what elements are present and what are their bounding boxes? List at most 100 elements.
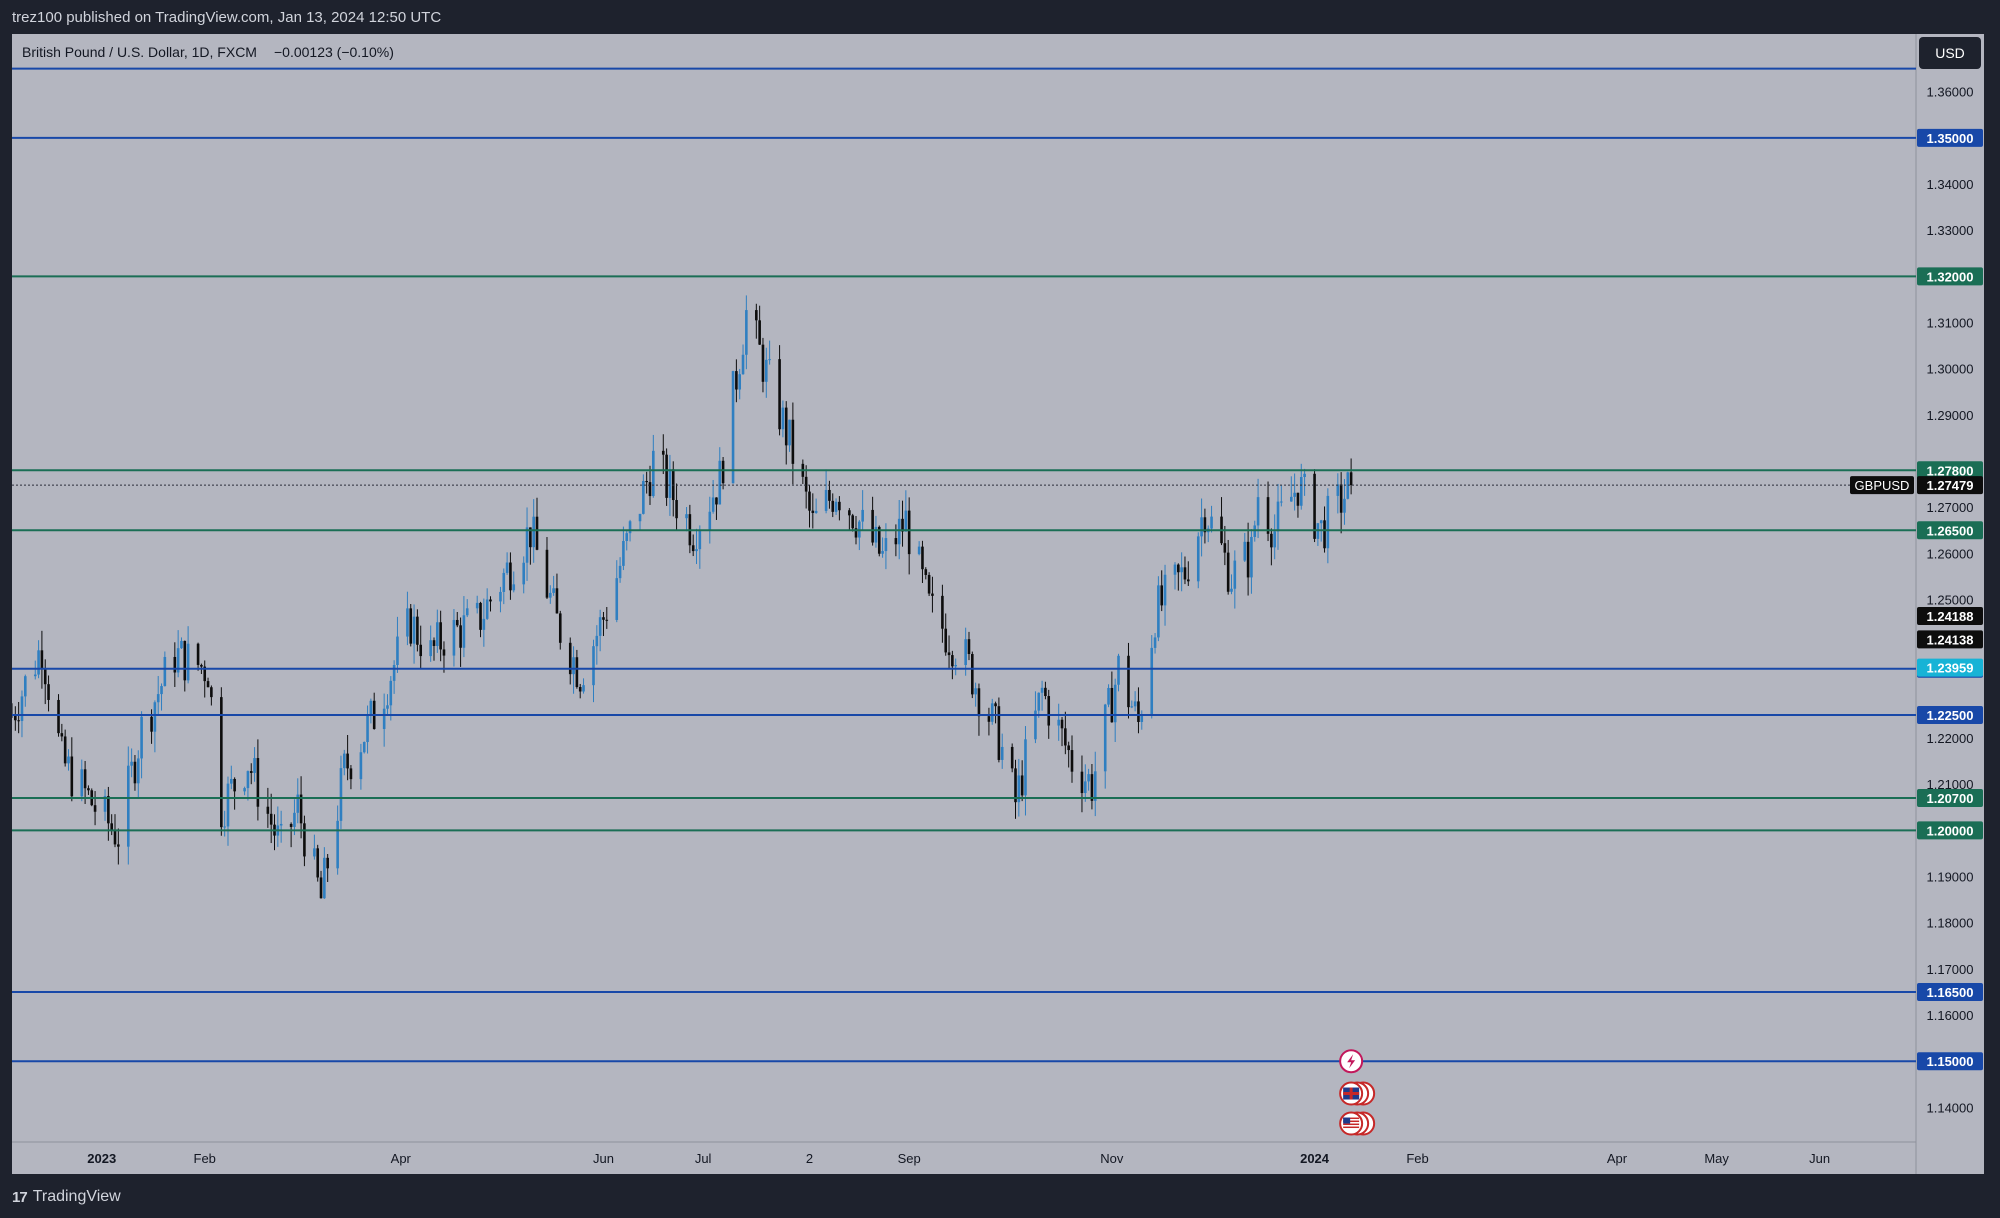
candle-body (509, 562, 512, 591)
candle-body (834, 501, 838, 512)
candle-body (442, 649, 446, 656)
candle-body (708, 511, 712, 531)
price-tick-label: 1.16000 (1927, 1008, 1974, 1023)
candle-body (479, 602, 482, 630)
candle-body (1010, 746, 1014, 769)
extra-price-label: 1.23959 (1927, 661, 1974, 676)
candle-body (907, 510, 911, 555)
flag-stripe (1343, 1123, 1360, 1126)
candle-body (668, 469, 672, 498)
candle-body (83, 769, 87, 789)
candle-body (37, 650, 40, 675)
candle-body (602, 617, 605, 620)
candle-body (269, 813, 273, 825)
candle-body (894, 538, 898, 545)
time-axis-label: Sep (898, 1151, 921, 1166)
candle-body (1090, 774, 1094, 801)
candle-body (1280, 501, 1283, 503)
candle-body (67, 756, 70, 764)
candle-body (622, 540, 625, 566)
candle-body (1020, 775, 1024, 796)
candle-body (921, 546, 924, 570)
symbol-tag-bg (1850, 476, 1914, 495)
candle-body (598, 617, 602, 636)
candle-body (1140, 715, 1144, 722)
horizontal-levels-layer (12, 67, 1916, 1063)
candle-body (160, 686, 163, 695)
candle-body (947, 652, 951, 656)
candle-body (452, 619, 456, 656)
candle-body (924, 569, 928, 575)
time-axis-label: Jun (1809, 1151, 1830, 1166)
candle-body (761, 344, 765, 382)
event-icons-layer[interactable] (1339, 1049, 1376, 1136)
level-price-label-bg (1917, 461, 1983, 480)
last-price-label-bg (1917, 476, 1983, 495)
level-price-label-bg (1917, 789, 1983, 808)
time-axis-label: Jul (695, 1151, 712, 1166)
candle-body (861, 509, 864, 522)
candle-body (40, 650, 44, 669)
candle-body (130, 761, 133, 766)
candle-body (1196, 536, 1200, 582)
currency-button-bg[interactable] (1919, 37, 1981, 69)
time-axis-label: 2024 (1300, 1151, 1330, 1166)
candle-body (110, 823, 113, 830)
candle-body (1087, 774, 1090, 782)
candlestick-chart[interactable]: 1.36000 1.34000 1.33000 1.31000 1.30000 1.290… (12, 34, 1984, 1174)
footer-brand[interactable]: 17 TradingView (12, 1182, 121, 1212)
candle-body (1157, 585, 1160, 638)
candle-body (326, 857, 329, 869)
candle-body (1200, 517, 1203, 537)
us-flag-event-icon[interactable] (1339, 1111, 1376, 1136)
candle-body (223, 826, 226, 828)
candle-body (788, 419, 791, 446)
candle-body (1273, 531, 1276, 548)
candle-body (1060, 719, 1064, 729)
candle-body (552, 588, 555, 593)
price-tick-label: 1.21000 (1927, 777, 1974, 792)
candle-body (967, 639, 971, 655)
candle-body (1083, 781, 1087, 794)
candle-body (409, 608, 413, 644)
candle-body (652, 450, 655, 497)
time-axis-label: May (1704, 1151, 1729, 1166)
footer-brand-text: TradingView (32, 1188, 121, 1205)
time-axis-label: 2023 (87, 1151, 116, 1166)
candle-body (1303, 473, 1306, 478)
level-price-label: 1.20700 (1927, 791, 1974, 806)
last-price-label: 1.27479 (1927, 478, 1974, 493)
candle-body (1024, 739, 1027, 796)
price-tick-label: 1.18000 (1927, 916, 1974, 931)
candle-body (253, 758, 256, 773)
candle-body (582, 685, 585, 692)
published-by-text: trez100 published on TradingView.com, Ja… (12, 9, 442, 26)
candle-body (14, 715, 17, 721)
candle-body (814, 510, 818, 513)
time-axis-label: 2 (806, 1151, 813, 1166)
candle-body (897, 518, 901, 545)
candle-body (927, 574, 931, 594)
candle-body (871, 509, 874, 543)
lightning-event-icon[interactable] (1339, 1049, 1364, 1074)
level-price-label: 1.22500 (1927, 708, 1974, 723)
currency-button[interactable]: USD (1935, 45, 1965, 61)
candle-body (994, 703, 997, 707)
symbol-tag: GBPUSD (1855, 478, 1910, 493)
candle-body (764, 359, 768, 382)
candle-body (489, 599, 492, 602)
candle-body (811, 510, 815, 513)
candle-body (535, 516, 539, 550)
uk-flag-event-icon[interactable] (1339, 1081, 1376, 1106)
candle-body (808, 491, 811, 511)
candle-body (628, 521, 632, 534)
candle-body (944, 628, 948, 653)
symbol-legend-change: −0.00123 (−0.10%) (274, 44, 394, 60)
candle-body (1153, 637, 1157, 648)
price-axis-ticks: 1.36000 1.34000 1.33000 1.31000 1.30000 1.290… (1927, 85, 1974, 1116)
candle-body (1203, 517, 1207, 533)
candle-body (721, 460, 725, 484)
candle-body (755, 310, 758, 321)
chart-area[interactable]: 1.36000 1.34000 1.33000 1.31000 1.30000 1.290… (12, 34, 1984, 1174)
candle-body (1313, 473, 1316, 539)
